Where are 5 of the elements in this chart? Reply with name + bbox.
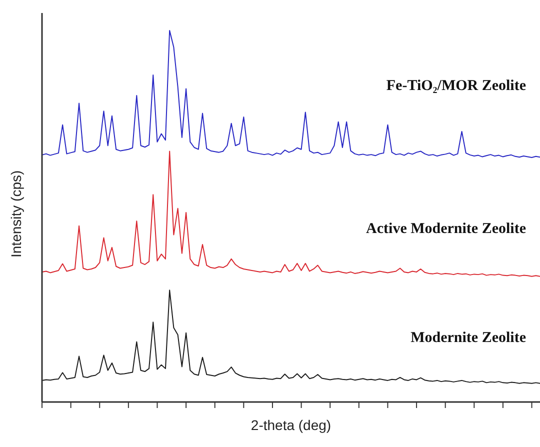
text: Modernite Zeolite [410,330,526,348]
text: Fe-TiO₂/MOR Zeolite [386,78,526,95]
text: Active Modernite Zeolite [366,221,526,238]
x-axis-title: 2-theta (deg) [250,417,332,433]
y-axis-title: Intensity (cps) [8,170,24,258]
